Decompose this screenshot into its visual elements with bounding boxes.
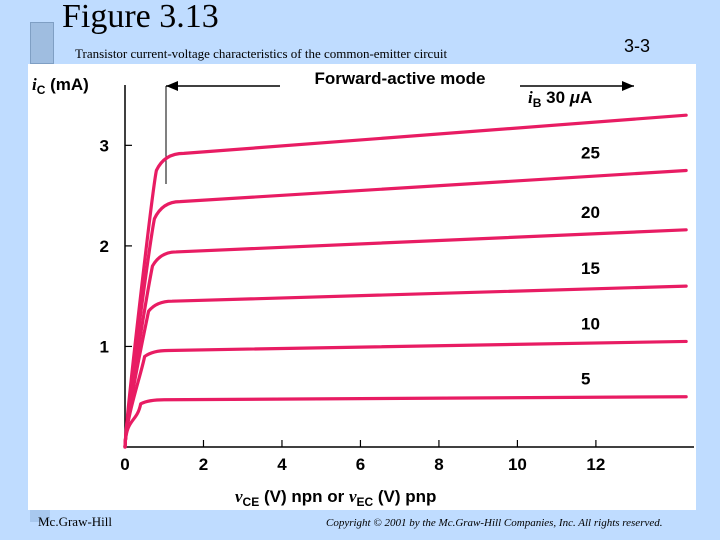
x-tick-label: 8 — [434, 455, 443, 474]
y-tick-label: 3 — [100, 136, 109, 155]
curve-series-3 — [123, 228, 688, 449]
iv-characteristics-chart: iC (mA) Forward-active mode 0 2 4 6 8 10 12123… — [32, 69, 694, 509]
y-tick-label: 2 — [100, 237, 109, 256]
x-tick-label: 10 — [508, 455, 527, 474]
slide-decor-square — [30, 22, 54, 64]
curve-series-5 — [123, 339, 688, 449]
page-number: 3-3 — [624, 36, 651, 56]
slide-title: Figure 3.13 — [62, 0, 219, 35]
x-tick-label: 12 — [586, 455, 605, 474]
mode-label: Forward-active mode — [315, 69, 486, 88]
curve-label-3: 20 — [581, 203, 600, 222]
x-axis-label: vCE (V) npn or vEC (V) pnp — [235, 487, 436, 509]
curve-label-1: iB 30 μA — [528, 88, 592, 110]
mode-bracket-arrow-right — [622, 81, 634, 91]
curve-series-2 — [123, 168, 688, 449]
y-axis-label: iC (mA) — [32, 75, 89, 97]
slide-subtitle: Transistor current-voltage characteristi… — [75, 46, 448, 61]
curve-label-5: 10 — [581, 314, 600, 333]
x-tick-label: 6 — [356, 455, 365, 474]
curve-label-6: 5 — [581, 370, 590, 389]
x-tick-label: 4 — [277, 455, 287, 474]
publisher-label: Mc.Graw-Hill — [38, 514, 113, 529]
curve-series-6 — [123, 395, 688, 449]
curve-label-4: 15 — [581, 259, 600, 278]
figure-panel: iC (mA) Forward-active mode 0 2 4 6 8 10 12 1 2 3… — [28, 64, 696, 510]
y-tick-label: 1 — [100, 337, 109, 356]
mode-bracket-arrow-left — [166, 81, 178, 91]
x-tick-label: 0 — [120, 455, 129, 474]
copyright-notice: Copyright © 2001 by the Mc.Graw-Hill Com… — [326, 517, 663, 529]
curve-series-4 — [123, 284, 688, 449]
curve-label-2: 25 — [581, 143, 600, 162]
x-tick-label: 2 — [199, 455, 208, 474]
